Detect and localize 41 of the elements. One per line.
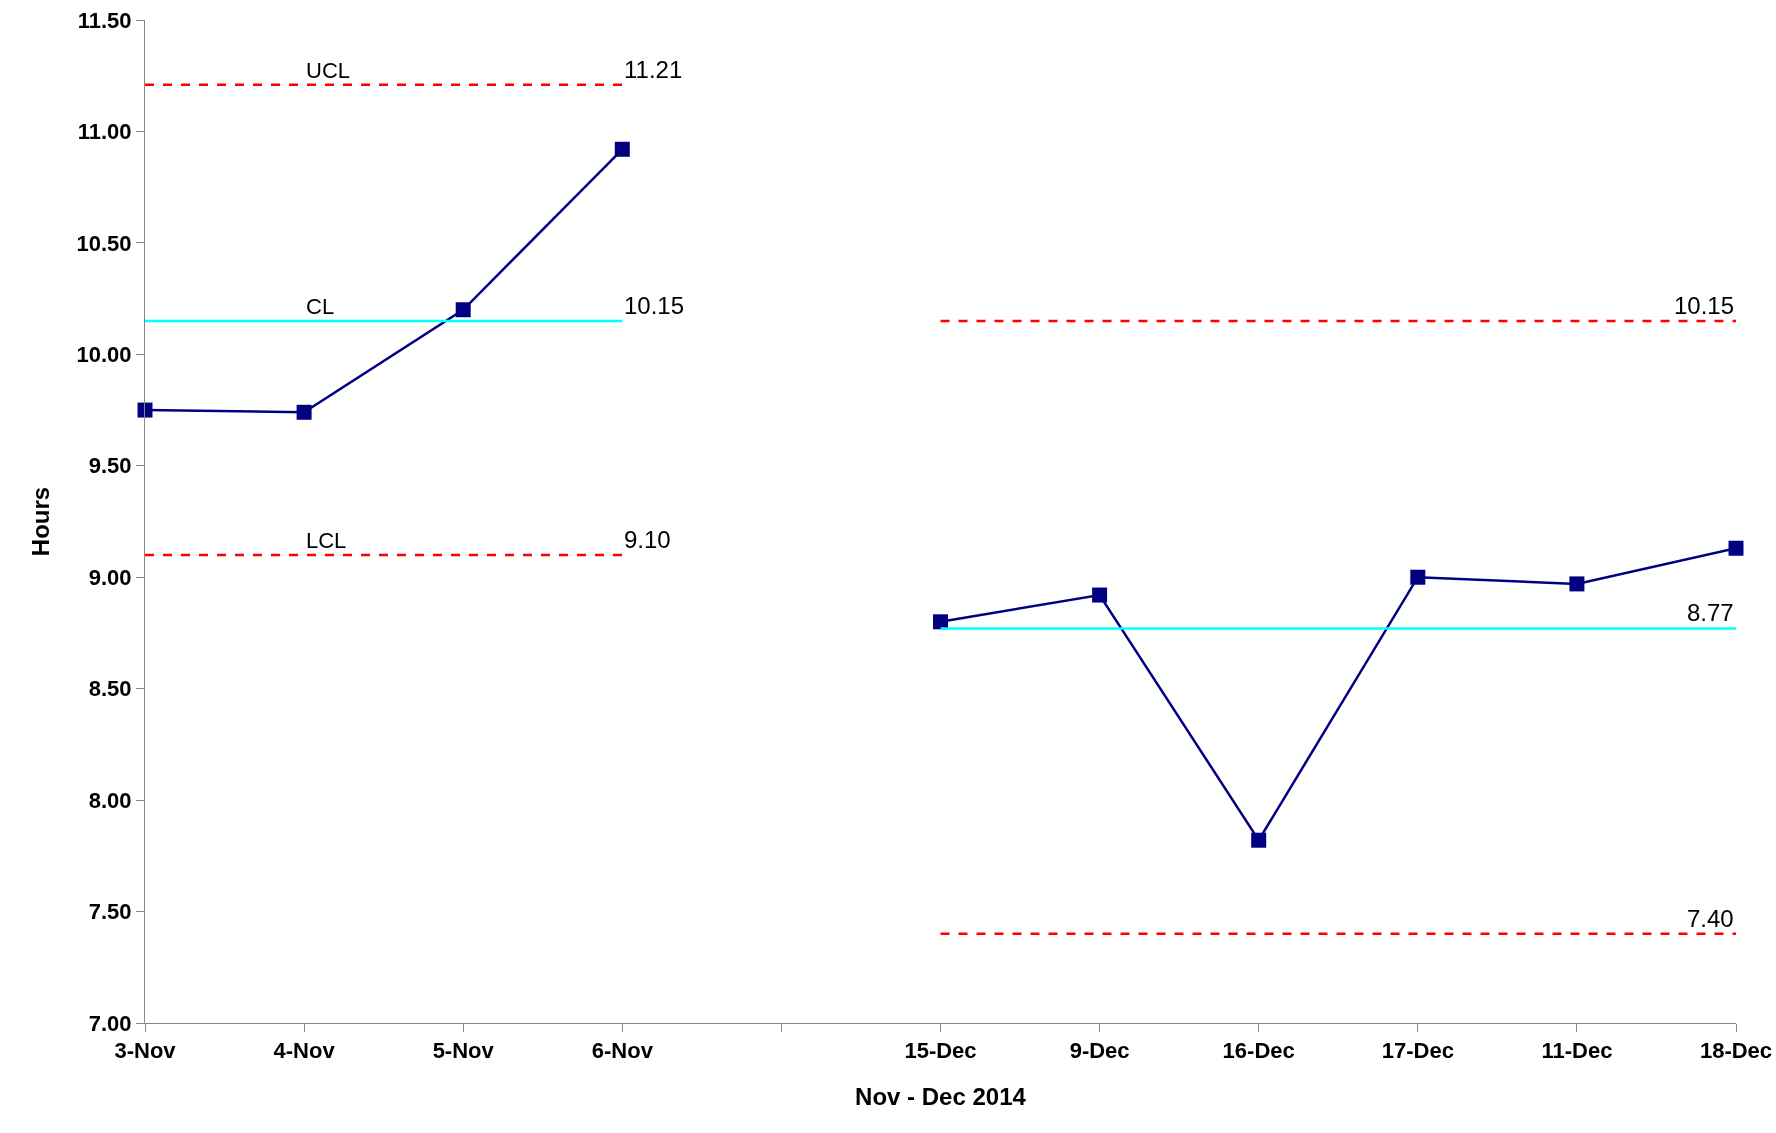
x-tick-label: 6-Nov: [591, 1038, 654, 1064]
point: [1569, 576, 1585, 592]
point: [933, 614, 948, 630]
point: [455, 302, 471, 318]
point: [1092, 587, 1108, 603]
y-tick-label: 8.50: [88, 676, 132, 702]
point: [1251, 832, 1267, 848]
y-tick-label: 8.00: [88, 787, 132, 813]
point: [614, 141, 630, 157]
x-tick-label: 16-Dec: [1222, 1038, 1295, 1064]
y-tick-label: 9.00: [88, 564, 132, 590]
point: [137, 402, 153, 418]
y-tick-label: 10.50: [76, 230, 132, 256]
x-tick-label: 9-Dec: [1069, 1038, 1130, 1064]
x-tick-label: 15-Dec: [904, 1038, 977, 1064]
y-tick-label: 11.50: [77, 7, 132, 33]
series-label: UCL: [306, 58, 351, 83]
data-label: 10.15: [1674, 292, 1735, 319]
y-axis-title: Hours: [26, 486, 54, 557]
x-axis-title: Nov - Dec 2014: [855, 1082, 1027, 1110]
point: [296, 404, 312, 420]
x-tick-label: 11-Dec: [1541, 1038, 1613, 1064]
y-tick-label: 9.50: [88, 453, 132, 479]
data-label: 7.40: [1687, 905, 1734, 932]
x-tick-label: 17-Dec: [1381, 1038, 1454, 1064]
series-label: LCL: [306, 528, 347, 553]
y-tick-label: 7.50: [88, 899, 132, 925]
data-label: 11.21: [624, 56, 683, 83]
y-tick-label: 10.00: [76, 342, 132, 368]
data-label: 9.10: [624, 526, 671, 553]
data-label: 8.77: [1687, 599, 1734, 626]
point: [1410, 569, 1426, 585]
y-tick-label: 11.00: [77, 119, 132, 145]
x-tick-label: 3-Nov: [114, 1038, 177, 1064]
x-tick-label: 18-Dec: [1699, 1038, 1773, 1064]
series-label: CL: [306, 294, 335, 319]
data-label: 10.15: [624, 292, 685, 319]
y-tick-label: 7.00: [88, 1010, 132, 1036]
point: [1728, 540, 1744, 556]
x-tick-label: 5-Nov: [432, 1038, 495, 1064]
x-tick-label: 4-Nov: [273, 1038, 336, 1064]
